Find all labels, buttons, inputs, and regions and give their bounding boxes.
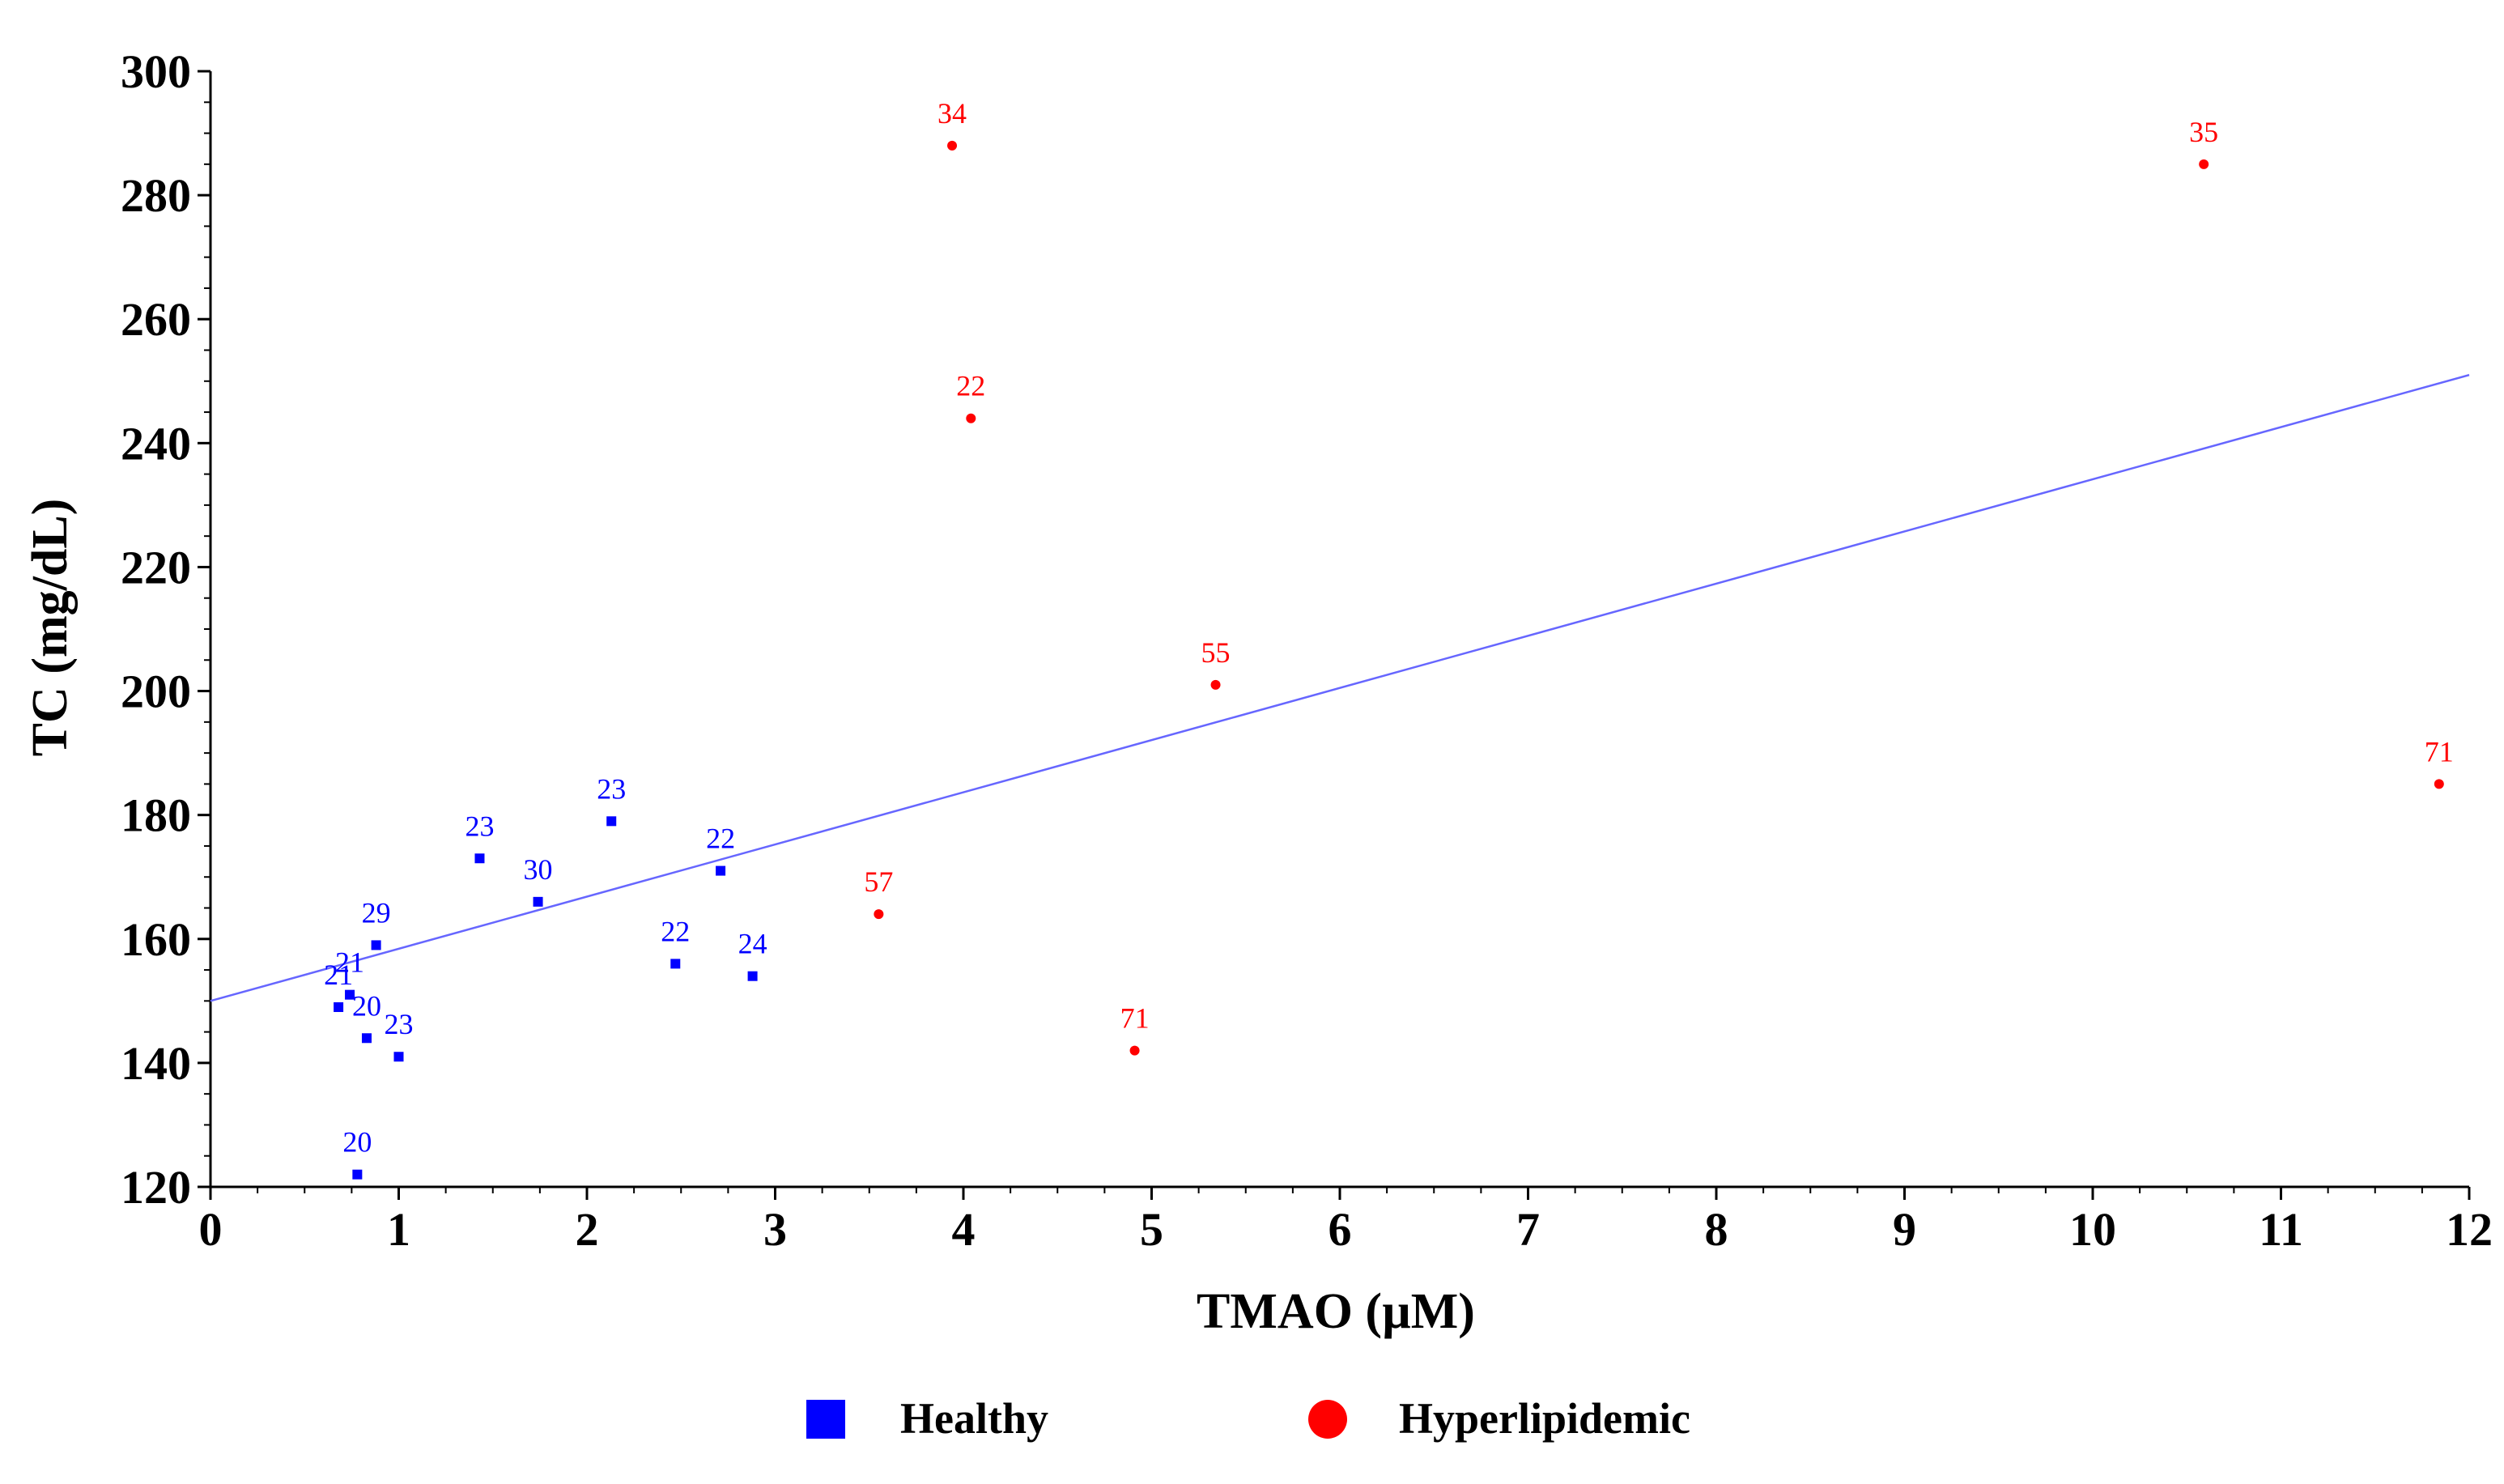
point-age-label: 20 bbox=[352, 989, 381, 1022]
x-tick-label: 6 bbox=[1329, 1203, 1352, 1256]
point-healthy bbox=[606, 816, 617, 827]
point-healthy bbox=[371, 940, 381, 950]
point-healthy bbox=[670, 959, 681, 969]
x-tick-label: 5 bbox=[1140, 1203, 1163, 1256]
point-age-label: 22 bbox=[706, 823, 735, 855]
x-tick-label: 11 bbox=[2259, 1203, 2303, 1256]
point-age-label: 20 bbox=[342, 1126, 372, 1159]
point-hyperlipidemic bbox=[2199, 159, 2209, 169]
point-age-label: 71 bbox=[1120, 1002, 1150, 1035]
tick-labels: 0 1 2 3 4 5 6 7 8 9 10 11 12120140160180200220240260… bbox=[121, 45, 2493, 1256]
point-healthy bbox=[474, 853, 485, 864]
point-age-label: 35 bbox=[2189, 116, 2218, 148]
legend-hyperlipidemic-swatch bbox=[1308, 1400, 1347, 1439]
point-age-label: 22 bbox=[661, 915, 690, 947]
tick-marks bbox=[198, 70, 2471, 1200]
trend-line bbox=[210, 373, 2470, 1002]
y-tick-label: 300 bbox=[121, 45, 191, 98]
y-tick-label: 220 bbox=[121, 541, 191, 593]
y-tick-label: 180 bbox=[121, 789, 191, 842]
y-tick-label: 260 bbox=[121, 293, 191, 346]
point-hyperlipidemic bbox=[966, 413, 976, 423]
point-age-label: 55 bbox=[1201, 636, 1231, 669]
point-healthy bbox=[334, 1001, 344, 1012]
point-healthy bbox=[352, 1169, 363, 1180]
point-age-label: 34 bbox=[937, 97, 967, 130]
legend-healthy-label: Healthy bbox=[900, 1394, 1048, 1443]
point-age-label: 23 bbox=[385, 1008, 414, 1040]
data-points bbox=[334, 140, 2444, 1180]
x-tick-label: 0 bbox=[199, 1203, 223, 1256]
point-hyperlipidemic bbox=[1210, 679, 1221, 690]
y-tick-label: 200 bbox=[121, 665, 191, 718]
point-healthy bbox=[361, 1033, 372, 1044]
y-tick-label: 160 bbox=[121, 913, 191, 966]
point-age-label: 30 bbox=[524, 853, 553, 886]
x-tick-label: 4 bbox=[952, 1203, 976, 1256]
point-healthy bbox=[716, 865, 726, 876]
x-tick-label: 10 bbox=[2069, 1203, 2116, 1256]
point-age-label: 21 bbox=[335, 946, 364, 979]
point-age-label: 22 bbox=[956, 370, 985, 402]
y-axis-title: TC (mg/dL) bbox=[23, 499, 78, 757]
x-tick-label: 8 bbox=[1705, 1203, 1728, 1256]
x-axis-title: TMAO (µM) bbox=[1197, 1284, 1475, 1339]
point-age-label: 24 bbox=[738, 928, 767, 960]
point-healthy bbox=[393, 1052, 404, 1062]
y-tick-label: 280 bbox=[121, 169, 191, 222]
point-age-label: 29 bbox=[362, 896, 391, 929]
point-age-label: 23 bbox=[465, 810, 494, 842]
axes bbox=[209, 71, 2469, 1188]
x-tick-label: 2 bbox=[576, 1203, 599, 1256]
point-age-label: 71 bbox=[2425, 735, 2454, 768]
y-tick-label: 140 bbox=[121, 1037, 191, 1090]
point-healthy bbox=[747, 971, 758, 981]
legend-hyperlipidemic-label: Hyperlipidemic bbox=[1399, 1394, 1690, 1443]
point-age-label: 21 bbox=[324, 959, 353, 991]
x-tick-label: 1 bbox=[387, 1203, 410, 1256]
point-hyperlipidemic bbox=[874, 909, 884, 920]
legend-healthy-swatch bbox=[806, 1400, 845, 1439]
y-tick-label: 120 bbox=[121, 1161, 191, 1214]
point-healthy bbox=[345, 989, 355, 1000]
point-hyperlipidemic bbox=[947, 140, 958, 151]
x-tick-label: 3 bbox=[763, 1203, 787, 1256]
point-hyperlipidemic bbox=[2434, 779, 2444, 789]
point-hyperlipidemic bbox=[1129, 1045, 1140, 1056]
x-tick-label: 9 bbox=[1893, 1203, 1916, 1256]
x-tick-label: 7 bbox=[1516, 1203, 1540, 1256]
point-age-label: 57 bbox=[864, 865, 893, 898]
x-tick-label: 12 bbox=[2446, 1203, 2493, 1256]
legend: Healthy Hyperlipidemic bbox=[806, 1394, 1690, 1443]
point-healthy bbox=[533, 896, 543, 907]
point-age-label: 23 bbox=[597, 772, 626, 805]
y-tick-label: 240 bbox=[121, 417, 191, 470]
